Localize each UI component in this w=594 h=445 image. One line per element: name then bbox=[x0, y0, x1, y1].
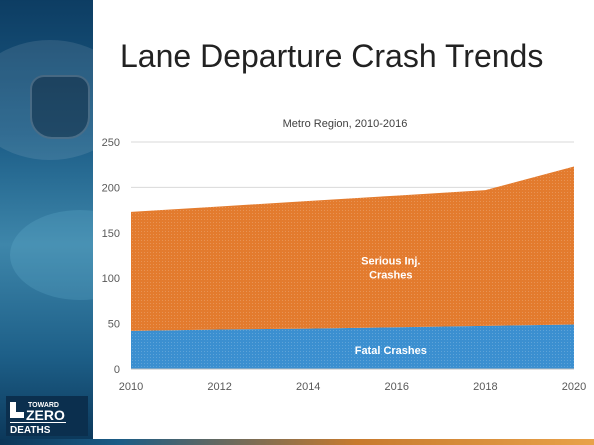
series-label: Serious Inj. Crashes bbox=[361, 255, 420, 281]
x-tick-label: 2012 bbox=[207, 381, 231, 393]
x-tick-label: 2010 bbox=[119, 381, 143, 393]
series-label: Fatal Crashes bbox=[355, 345, 427, 357]
svg-text:DEATHS: DEATHS bbox=[10, 425, 51, 436]
slide-title: Lane Departure Crash Trends bbox=[120, 38, 544, 74]
svg-text:ZERO: ZERO bbox=[26, 407, 65, 423]
bottom-accent-bar bbox=[0, 439, 594, 445]
side-mirror-image bbox=[30, 75, 90, 139]
y-tick-label: 250 bbox=[102, 137, 120, 149]
y-tick-label: 100 bbox=[102, 273, 120, 285]
x-tick-label: 2020 bbox=[562, 381, 586, 393]
svg-text:TOWARD: TOWARD bbox=[28, 402, 59, 409]
y-tick-label: 0 bbox=[114, 364, 120, 376]
x-tick-label: 2018 bbox=[473, 381, 497, 393]
x-tick-label: 2016 bbox=[385, 381, 409, 393]
y-tick-label: 150 bbox=[102, 228, 120, 240]
sidebar-highlight bbox=[0, 40, 93, 160]
fatal-crashes-area-texture bbox=[131, 324, 574, 369]
chart-title: Metro Region, 2010-2016 bbox=[283, 118, 408, 130]
serious-inj-crashes-area-texture bbox=[131, 166, 574, 331]
sidebar-decoration: TOWARD ZERO DEATHS bbox=[0, 0, 93, 445]
y-tick-label: 200 bbox=[102, 182, 120, 194]
y-tick-label: 50 bbox=[108, 319, 120, 331]
x-tick-label: 2014 bbox=[296, 381, 320, 393]
toward-zero-deaths-logo: TOWARD ZERO DEATHS bbox=[6, 396, 88, 436]
